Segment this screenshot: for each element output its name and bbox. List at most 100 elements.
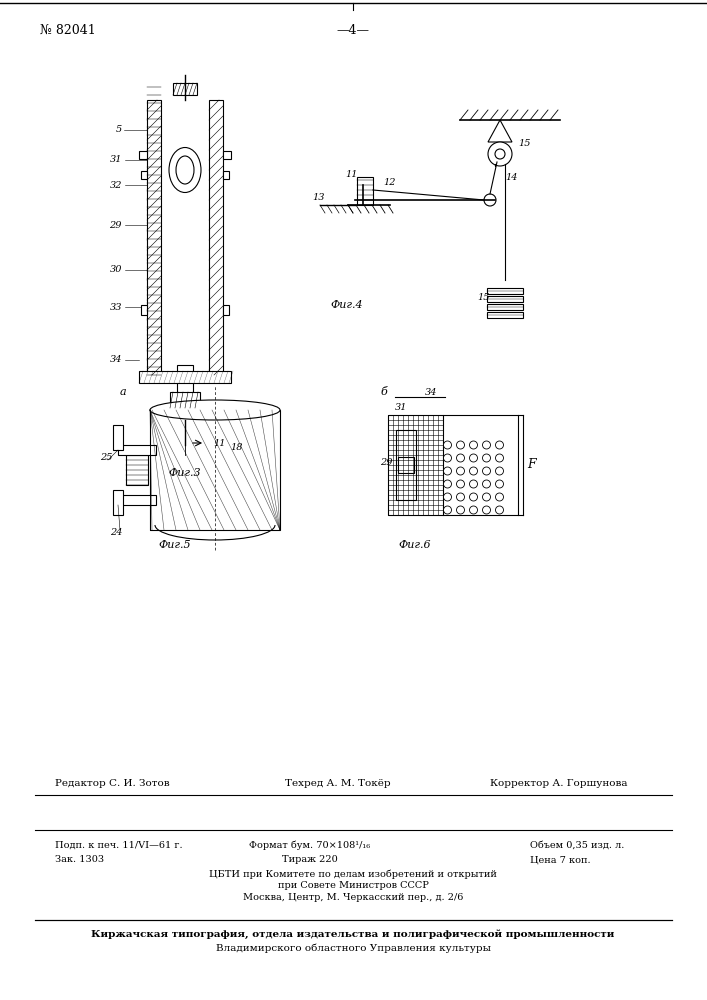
Circle shape [443,480,452,488]
Bar [139,151,147,159]
Circle shape [496,441,503,449]
Text: a: a [120,387,127,397]
Text: 29: 29 [110,221,122,230]
Text: 34: 34 [425,388,438,397]
Bar [126,455,148,485]
Bar [487,312,523,318]
Text: Киржачская типография, отдела издательства и полиграфической промышленности: Киржачская типография, отдела издательст… [91,929,614,939]
Text: 34: 34 [110,356,122,364]
Bar [397,457,414,473]
Circle shape [482,493,491,501]
Bar [223,151,231,159]
Bar [118,495,156,505]
Circle shape [482,506,491,514]
Bar [170,392,200,408]
Circle shape [488,142,512,166]
Text: ЦБТИ при Комитете по делам изобретений и открытий: ЦБТИ при Комитете по делам изобретений и… [209,869,497,879]
Text: 12: 12 [383,178,395,187]
Text: 11: 11 [213,438,226,448]
Text: при Совете Министров СССР: при Совете Министров СССР [278,882,428,890]
Text: 29: 29 [380,458,392,467]
Ellipse shape [150,400,280,420]
Circle shape [469,506,477,514]
Circle shape [482,441,491,449]
Bar [141,171,147,179]
Bar [173,83,197,95]
Circle shape [482,467,491,475]
Text: Владимирского областного Управления культуры: Владимирского областного Управления куль… [216,943,491,953]
Circle shape [457,467,464,475]
Text: 5: 5 [116,125,122,134]
Circle shape [482,454,491,462]
Bar [209,100,223,375]
Circle shape [443,467,452,475]
Text: Цена 7 коп.: Цена 7 коп. [530,856,590,864]
Text: Тираж 220: Тираж 220 [282,856,338,864]
Text: 13: 13 [312,193,325,202]
Circle shape [496,467,503,475]
Circle shape [469,441,477,449]
Bar [118,445,156,455]
Ellipse shape [176,156,194,184]
Circle shape [496,480,503,488]
Bar [139,371,231,383]
Text: № 82041: № 82041 [40,23,95,36]
Circle shape [457,480,464,488]
Bar [141,305,147,315]
Text: 31: 31 [395,403,407,412]
Bar [113,425,123,450]
Text: 31: 31 [110,155,122,164]
Text: —4—: —4— [337,23,370,36]
Text: б: б [380,387,387,397]
Bar [387,415,443,515]
Text: Фиг.5: Фиг.5 [158,540,192,550]
Bar [147,100,161,375]
Bar [113,490,123,515]
Bar [150,410,280,530]
Bar [487,304,523,310]
Polygon shape [488,120,512,142]
Text: Редактор С. И. Зотов: Редактор С. И. Зотов [55,778,170,788]
Text: 30: 30 [110,265,122,274]
Bar [487,288,523,294]
Text: Зак. 1303: Зак. 1303 [55,856,104,864]
Circle shape [457,441,464,449]
Text: F: F [527,458,536,472]
Ellipse shape [169,147,201,192]
Bar [357,177,373,205]
Circle shape [496,493,503,501]
Circle shape [457,454,464,462]
Circle shape [443,441,452,449]
Text: Фиг.6: Фиг.6 [399,540,431,550]
Text: Объем 0,35 изд. л.: Объем 0,35 изд. л. [530,840,624,850]
Circle shape [457,493,464,501]
Text: 24: 24 [110,528,122,537]
Circle shape [469,493,477,501]
Text: Формат бум. 70×108¹/₁₆: Формат бум. 70×108¹/₁₆ [250,840,370,850]
Text: 25: 25 [100,453,112,462]
Circle shape [443,506,452,514]
Text: 32: 32 [110,180,122,190]
Circle shape [469,480,477,488]
Text: Подп. к печ. 11/VI—61 г.: Подп. к печ. 11/VI—61 г. [55,840,182,850]
Text: Фиг.3: Фиг.3 [169,468,201,478]
Circle shape [443,493,452,501]
Circle shape [469,467,477,475]
Circle shape [484,194,496,206]
Circle shape [482,480,491,488]
Circle shape [496,506,503,514]
Text: 18: 18 [230,443,243,452]
Text: 33: 33 [110,302,122,312]
Text: Москва, Центр, М. Черкасский пер., д. 2/6: Москва, Центр, М. Черкасский пер., д. 2/… [243,894,463,902]
Circle shape [443,454,452,462]
Circle shape [496,454,503,462]
Text: Техред А. М. Токёр: Техред А. М. Токёр [285,778,391,788]
Text: 14: 14 [505,173,518,182]
Bar [395,430,416,500]
Circle shape [469,454,477,462]
Text: Фиг.4: Фиг.4 [330,300,363,310]
Circle shape [495,149,505,159]
Text: Корректор А. Горшунова: Корректор А. Горшунова [490,778,628,788]
Text: 15: 15 [518,139,530,148]
Circle shape [457,506,464,514]
